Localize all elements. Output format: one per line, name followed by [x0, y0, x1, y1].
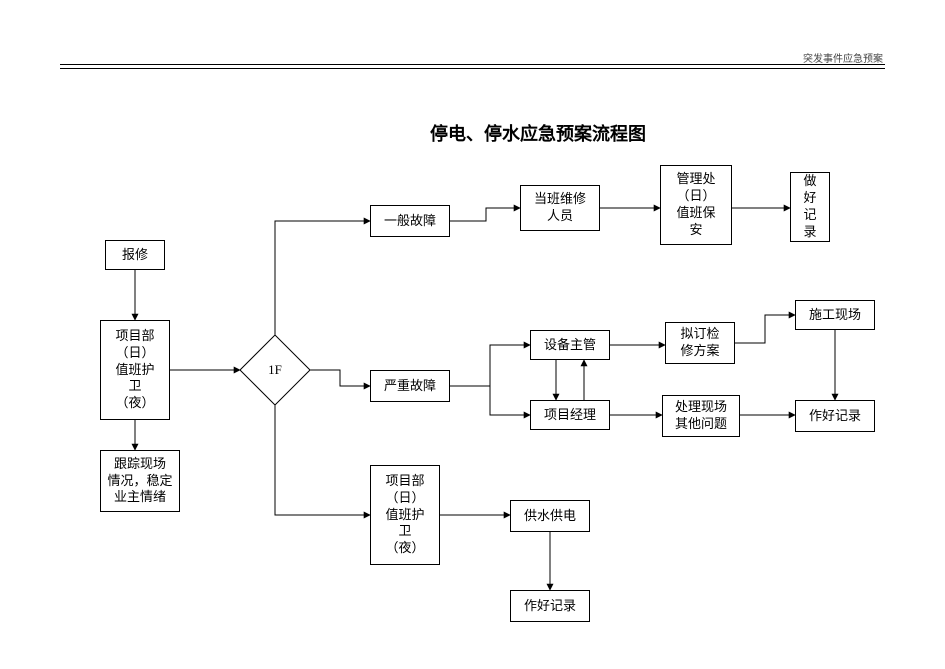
node-proj_day: 项目部 （日） 值班护 卫 （夜） [100, 320, 170, 420]
node-label-decision: 1F [240, 335, 310, 405]
node-record3: 作好记录 [510, 590, 590, 622]
node-mgmt: 管理处 （日） 值班保 安 [660, 165, 732, 245]
node-onduty_rep: 当班维修 人员 [520, 185, 600, 231]
node-minor: 一般故障 [370, 205, 450, 237]
edge-decision-minor [275, 221, 370, 335]
node-decision: 1F [240, 335, 310, 405]
node-record2: 作好记录 [795, 400, 875, 432]
header-rule-2 [60, 68, 885, 69]
header-text: 突发事件应急预案 [803, 50, 883, 65]
edge-major-proj_mgr [450, 386, 530, 415]
header-rule-1 [60, 64, 885, 65]
node-repair: 报修 [105, 240, 165, 270]
edge-plan-site [735, 315, 795, 343]
node-supply: 供水供电 [510, 500, 590, 532]
node-site: 施工现场 [795, 300, 875, 330]
page-title: 停电、停水应急预案流程图 [430, 120, 646, 146]
node-major: 严重故障 [370, 370, 450, 402]
node-proj_day2: 项目部 （日） 值班护 卫 （夜） [370, 465, 440, 565]
edge-decision-major [310, 370, 370, 386]
node-proj_mgr: 项目经理 [530, 400, 610, 430]
node-follow: 跟踪现场 情况，稳定 业主情绪 [100, 450, 180, 512]
edge-minor-onduty_rep [450, 208, 520, 221]
edge-decision-proj_day2 [275, 405, 370, 515]
node-plan: 拟订检 修方案 [665, 322, 735, 364]
edge-major-equip_sup [450, 345, 530, 386]
node-record1: 做 好 记 录 [790, 172, 830, 242]
node-other: 处理现场 其他问题 [662, 395, 740, 437]
node-equip_sup: 设备主管 [530, 330, 610, 360]
